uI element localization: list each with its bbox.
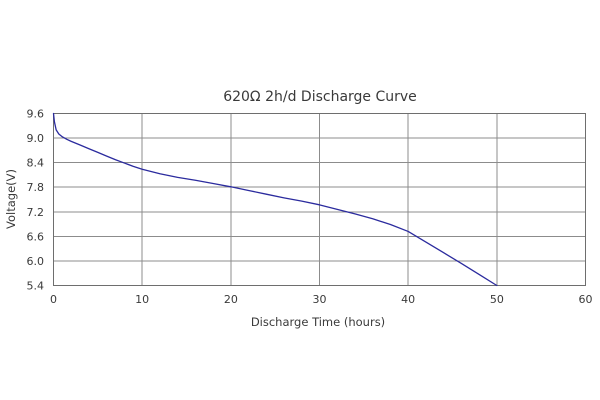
chart-title: 620Ω 2h/d Discharge Curve	[223, 89, 417, 105]
y-tick-label: 9.0	[27, 132, 45, 145]
y-tick-label: 7.8	[27, 181, 45, 194]
x-tick-label: 30	[313, 293, 327, 306]
x-axis-ticks: 0 10 20 30 40 50 60	[50, 293, 593, 306]
y-axis-ticks: 9.6 9.0 8.4 7.8 7.2 6.6 6.0 5.4	[27, 108, 45, 293]
series-layer	[52, 112, 498, 287]
grid	[53, 113, 586, 286]
plot-area-border	[53, 113, 586, 286]
y-tick-label: 6.6	[27, 230, 45, 243]
y-tick-label: 6.0	[27, 255, 45, 268]
x-axis-label: Discharge Time (hours)	[251, 315, 385, 329]
x-tick-label: 60	[579, 293, 593, 306]
y-tick-label: 5.4	[27, 280, 45, 293]
y-tick-label: 9.6	[27, 108, 45, 121]
x-tick-label: 50	[490, 293, 504, 306]
x-tick-label: 20	[224, 293, 238, 306]
x-tick-label: 10	[135, 293, 149, 306]
x-tick-label: 0	[50, 293, 57, 306]
y-tick-label: 7.2	[27, 206, 45, 219]
x-tick-label: 40	[401, 293, 415, 306]
y-tick-label: 8.4	[27, 157, 45, 170]
y-axis-label: Voltage(V)	[4, 169, 18, 229]
series-line	[52, 112, 498, 287]
